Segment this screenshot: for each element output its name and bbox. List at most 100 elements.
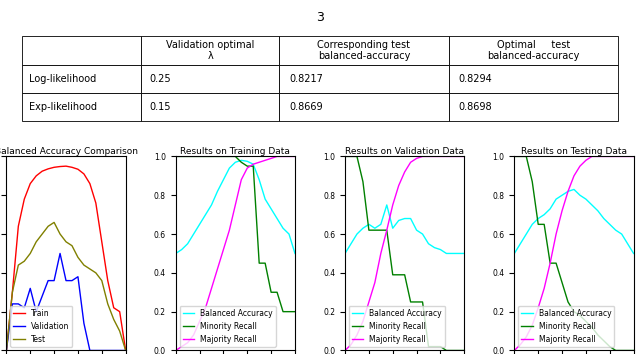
Train [80, 172, 88, 176]
Majority Recall [522, 335, 530, 339]
Minority Recall [419, 300, 426, 304]
Balanced Accuracy [377, 222, 385, 227]
Test [62, 240, 70, 244]
Majority Recall [431, 154, 438, 159]
Balanced Accuracy [570, 187, 578, 192]
Majority Recall [279, 154, 287, 159]
Balanced Accuracy [261, 197, 269, 201]
Minority Recall [588, 325, 596, 329]
Minority Recall [618, 348, 625, 353]
Minority Recall [291, 309, 299, 314]
Balanced Accuracy [612, 228, 620, 232]
Balanced Accuracy [606, 222, 614, 227]
Balanced Accuracy [359, 226, 367, 230]
Test [86, 267, 93, 271]
Test [56, 232, 64, 236]
Line: Balanced Accuracy: Balanced Accuracy [176, 160, 295, 253]
Balanced Accuracy [172, 251, 180, 256]
Test [74, 255, 82, 259]
Majority Recall [558, 209, 566, 213]
Balanced Accuracy [365, 222, 372, 227]
Validation [104, 348, 111, 353]
Balanced Accuracy [225, 166, 233, 170]
Validation [15, 302, 22, 306]
Balanced Accuracy [436, 247, 444, 252]
Minority Recall [273, 290, 281, 295]
Test [68, 244, 76, 248]
Train [86, 182, 93, 186]
Validation [92, 348, 100, 353]
Balanced Accuracy [371, 226, 379, 230]
Majority Recall [576, 164, 584, 168]
Balanced Accuracy [522, 232, 530, 236]
Majority Recall [547, 261, 554, 265]
Balanced Accuracy [341, 251, 349, 256]
Title: Results on Testing Data: Results on Testing Data [521, 147, 627, 156]
Line: Train: Train [6, 166, 125, 350]
Majority Recall [377, 251, 385, 256]
Test [80, 263, 88, 267]
Majority Recall [214, 267, 221, 271]
Title: Results on Training Data: Results on Training Data [180, 147, 291, 156]
Balanced Accuracy [178, 247, 186, 252]
Balanced Accuracy [353, 232, 361, 236]
Minority Recall [564, 300, 572, 304]
Validation [33, 309, 40, 314]
Balanced Accuracy [630, 251, 637, 256]
Minority Recall [516, 154, 524, 159]
Minority Recall [255, 261, 263, 265]
Balanced Accuracy [202, 212, 209, 217]
Legend: Balanced Accuracy, Minority Recall, Majority Recall: Balanced Accuracy, Minority Recall, Majo… [180, 306, 276, 347]
Balanced Accuracy [460, 251, 468, 256]
Balanced Accuracy [237, 158, 245, 162]
Minority Recall [582, 319, 589, 324]
Minority Recall [449, 348, 456, 353]
Balanced Accuracy [395, 218, 403, 223]
Train [20, 197, 28, 201]
Minority Recall [529, 179, 536, 184]
Majority Recall [178, 344, 186, 349]
Text: 3: 3 [316, 11, 324, 24]
Balanced Accuracy [529, 222, 536, 227]
Minority Recall [431, 344, 438, 349]
Majority Recall [243, 166, 251, 170]
Balanced Accuracy [347, 242, 355, 246]
Test [110, 317, 118, 321]
Majority Recall [268, 156, 275, 160]
Balanced Accuracy [419, 232, 426, 236]
Validation [116, 348, 124, 353]
Majority Recall [529, 323, 536, 327]
Balanced Accuracy [442, 251, 450, 256]
Validation [110, 348, 118, 353]
Balanced Accuracy [588, 203, 596, 207]
Line: Majority Recall: Majority Recall [515, 156, 634, 350]
Balanced Accuracy [279, 226, 287, 230]
Balanced Accuracy [600, 216, 607, 221]
Majority Recall [624, 154, 632, 159]
Validation [44, 279, 52, 283]
Balanced Accuracy [190, 232, 198, 236]
Minority Recall [425, 344, 433, 349]
Train [110, 306, 118, 310]
Majority Recall [413, 156, 420, 160]
Majority Recall [353, 333, 361, 337]
Majority Recall [570, 174, 578, 178]
Majority Recall [436, 154, 444, 159]
Balanced Accuracy [268, 207, 275, 211]
Majority Recall [237, 178, 245, 182]
Balanced Accuracy [232, 160, 239, 164]
Balanced Accuracy [454, 251, 462, 256]
Test [38, 232, 46, 236]
Majority Recall [250, 162, 257, 166]
Minority Recall [220, 154, 227, 159]
Train [104, 279, 111, 283]
Balanced Accuracy [576, 193, 584, 198]
Minority Recall [395, 273, 403, 277]
Minority Recall [540, 222, 548, 227]
Minority Recall [401, 273, 408, 277]
Test [116, 329, 124, 333]
Minority Recall [511, 154, 518, 159]
Balanced Accuracy [540, 212, 548, 217]
Majority Recall [552, 232, 560, 236]
Majority Recall [395, 183, 403, 188]
